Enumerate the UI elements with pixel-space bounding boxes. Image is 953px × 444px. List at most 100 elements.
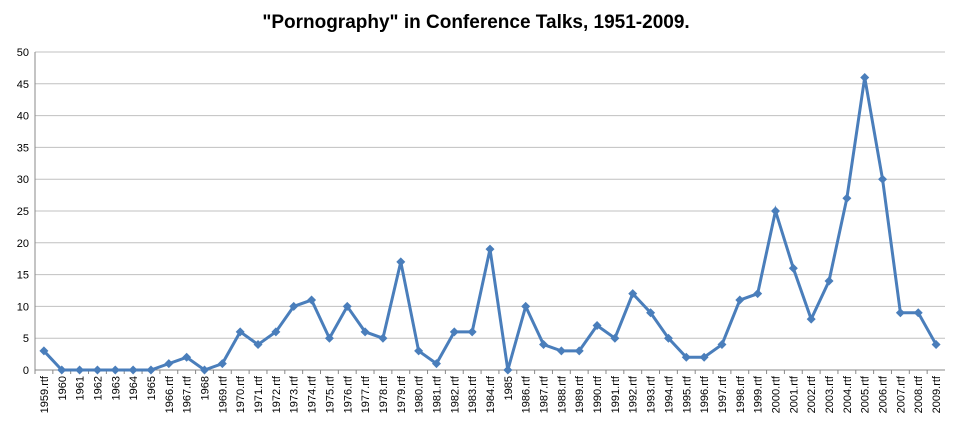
data-point (717, 340, 727, 350)
x-tick-label: 1964 (128, 376, 140, 400)
data-point (770, 206, 780, 216)
data-point (610, 333, 620, 343)
x-tick-label: 1959.rtf (39, 375, 51, 413)
x-tick-label: 2004.rtf (842, 375, 854, 413)
x-tick-label: 1995.rtf (681, 375, 693, 413)
x-tick-label: 2007.rtf (895, 375, 907, 413)
data-point (449, 327, 459, 337)
x-tick-label: 1988.rtf (556, 375, 568, 413)
x-tick-label: 1968 (200, 376, 212, 400)
x-tick-label: 1971.rtf (253, 375, 265, 413)
x-tick-label: 1992.rtf (628, 375, 640, 413)
data-point (646, 308, 656, 318)
data-point (164, 359, 174, 369)
data-point (289, 301, 299, 311)
data-point (628, 289, 638, 299)
data-point (681, 352, 691, 362)
data-point (128, 365, 138, 375)
data-point (414, 346, 424, 356)
data-point (913, 308, 923, 318)
data-point (217, 359, 227, 369)
data-point (556, 346, 566, 356)
x-tick-label: 1981.rtf (431, 375, 443, 413)
y-tick-label: 30 (17, 174, 29, 186)
data-point (592, 320, 602, 330)
data-point (396, 257, 406, 267)
data-point (467, 327, 477, 337)
data-point (57, 365, 67, 375)
chart-title: "Pornography" in Conference Talks, 1951-… (262, 12, 689, 33)
x-tick-label: 1993.rtf (646, 375, 658, 413)
data-point (360, 327, 370, 337)
data-point (342, 301, 352, 311)
data-point (735, 295, 745, 305)
x-tick-label: 1989.rtf (574, 375, 586, 413)
x-tick-label: 1969.rtf (217, 375, 229, 413)
x-tick-label: 2009.rtf (931, 375, 943, 413)
x-tick-label: 1991.rtf (610, 375, 622, 413)
data-point (200, 365, 210, 375)
x-tick-label: 2003.rtf (824, 375, 836, 413)
y-tick-label: 35 (17, 142, 29, 154)
y-tick-label: 15 (17, 270, 29, 282)
y-tick-label: 40 (17, 111, 29, 123)
data-point (788, 263, 798, 273)
x-tick-label: 1996.rtf (699, 375, 711, 413)
data-point (574, 346, 584, 356)
x-tick-label: 1977.rtf (360, 375, 372, 413)
x-tick-label: 1962 (92, 376, 104, 400)
x-tick-label: 1987.rtf (539, 375, 551, 413)
data-point (878, 174, 888, 184)
x-tick-label: 1984.rtf (485, 375, 497, 413)
x-tick-label: 1973.rtf (289, 375, 301, 413)
data-point (824, 276, 834, 286)
data-point (182, 352, 192, 362)
data-point (235, 327, 245, 337)
x-tick-label: 2006.rtf (878, 375, 890, 413)
y-tick-label: 10 (17, 301, 29, 313)
data-point (521, 301, 531, 311)
x-tick-label: 1970.rtf (235, 375, 247, 413)
data-point (931, 340, 941, 350)
x-tick-label: 1997.rtf (717, 375, 729, 413)
y-tick-label: 20 (17, 238, 29, 250)
x-tick-label: 1986.rtf (521, 375, 533, 413)
x-tick-label: 1999.rtf (753, 375, 765, 413)
x-tick-label: 1978.rtf (378, 375, 390, 413)
x-tick-label: 1985 (503, 376, 515, 400)
x-tick-label: 1998.rtf (735, 375, 747, 413)
y-tick-label: 50 (17, 47, 29, 59)
x-tick-label: 1974.rtf (307, 375, 319, 413)
x-tick-label: 1979.rtf (396, 375, 408, 413)
y-tick-label: 45 (17, 79, 29, 91)
x-tick-label: 2000.rtf (770, 375, 782, 413)
data-point (75, 365, 85, 375)
x-tick-label: 2001.rtf (788, 375, 800, 413)
x-tick-label: 1972.rtf (271, 375, 283, 413)
x-tick-label: 2005.rtf (860, 375, 872, 413)
data-point (753, 289, 763, 299)
data-point (146, 365, 156, 375)
data-point (699, 352, 709, 362)
x-tick-label: 1983.rtf (467, 375, 479, 413)
x-tick-label: 1975.rtf (324, 375, 336, 413)
x-tick-label: 1965 (146, 376, 158, 400)
data-point (92, 365, 102, 375)
data-point (324, 333, 334, 343)
x-tick-label: 1963 (110, 376, 122, 400)
x-tick-label: 2008.rtf (913, 375, 925, 413)
data-line (42, 77, 938, 372)
data-point (110, 365, 120, 375)
data-point (503, 365, 513, 375)
x-tick-label: 1982.rtf (449, 375, 461, 413)
x-tick-label: 1967.rtf (182, 375, 194, 413)
data-point (378, 333, 388, 343)
data-point (806, 314, 816, 324)
data-point (485, 244, 495, 254)
data-point (39, 346, 49, 356)
y-tick-label: 0 (23, 365, 29, 377)
x-tick-label: 1976.rtf (342, 375, 354, 413)
x-tick-label: 1990.rtf (592, 375, 604, 413)
data-point (860, 72, 870, 82)
